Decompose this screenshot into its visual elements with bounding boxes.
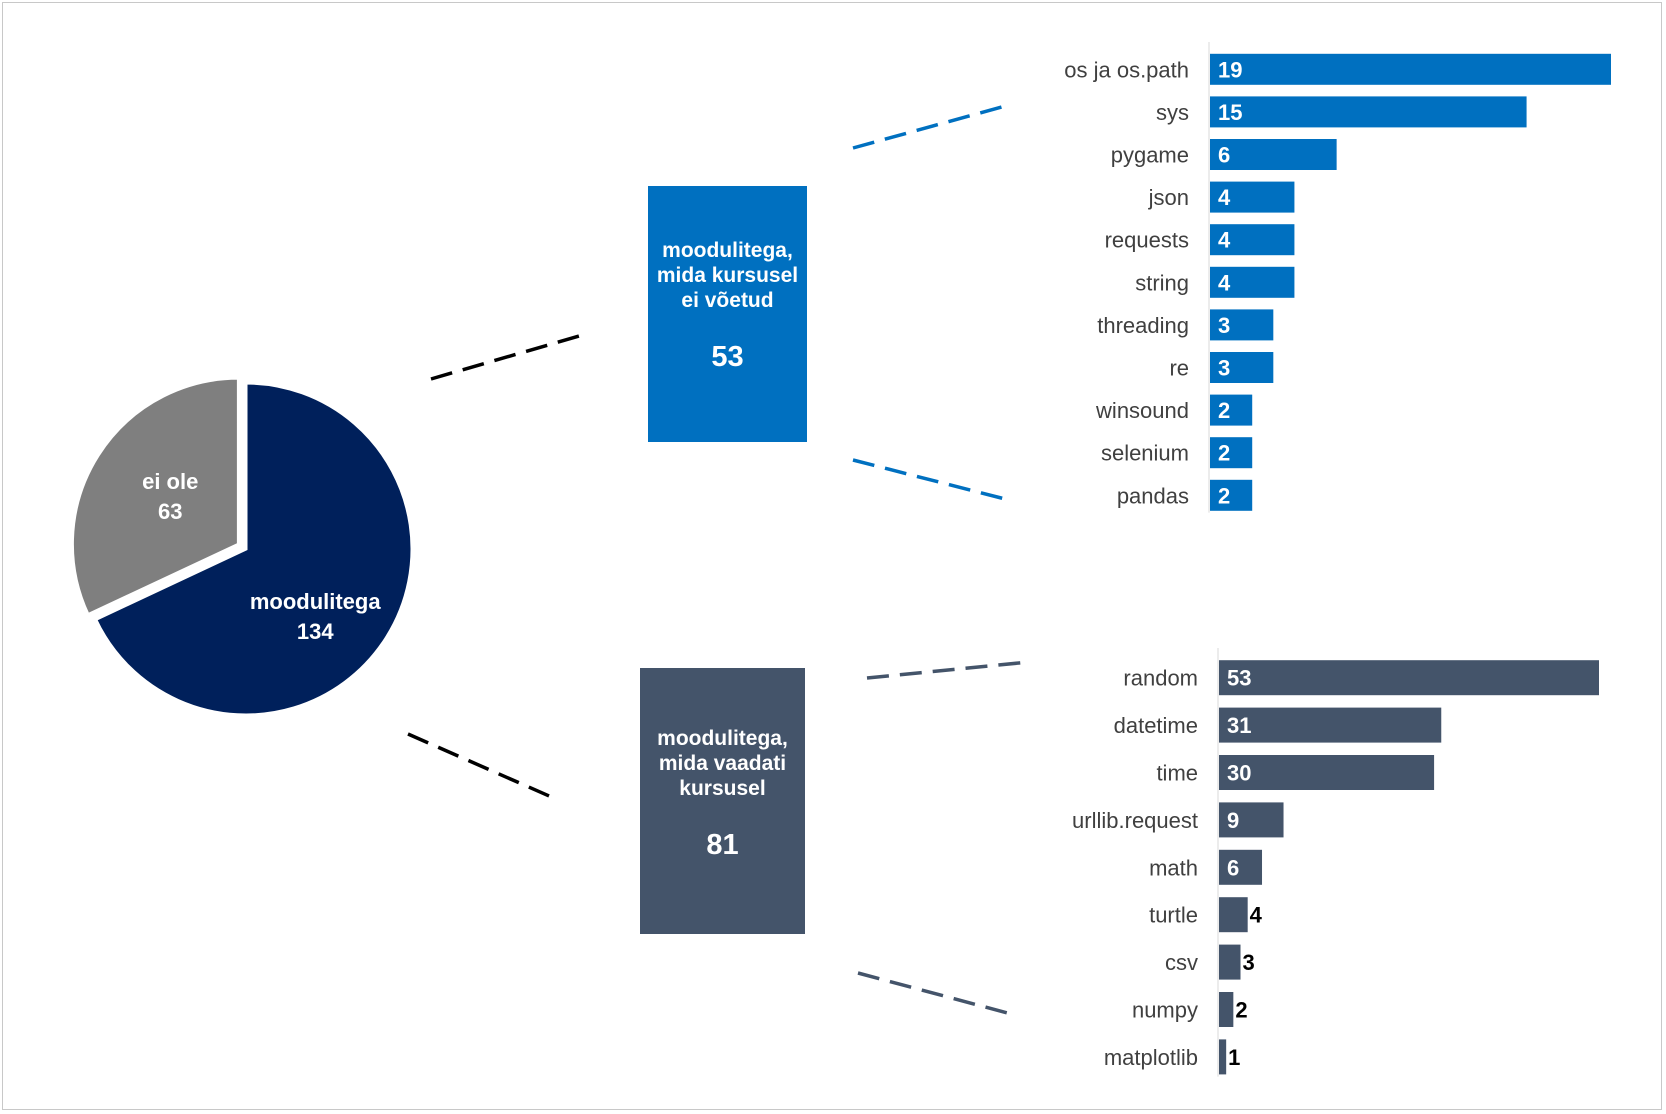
bar-bottom-bar-8: [1219, 1039, 1227, 1075]
connector-pie-top: [430, 332, 587, 381]
bar-top-value-10: 2: [1218, 483, 1230, 508]
bar-bottom-value-3: 9: [1227, 808, 1239, 833]
bar-bottom-value-4: 6: [1227, 855, 1239, 880]
pie-value-1: 63: [158, 499, 182, 524]
bar-top-value-4: 4: [1218, 228, 1231, 253]
pie-value-0: 134: [297, 619, 334, 644]
bar-bottom-value-7: 2: [1235, 998, 1247, 1023]
bar-bottom-category-4: math: [1149, 855, 1198, 880]
bar-bottom-bar-0: [1219, 660, 1599, 696]
group-box-covered-value: 81: [706, 829, 739, 861]
bar-top-value-5: 4: [1218, 270, 1231, 295]
bar-top-value-2: 6: [1218, 143, 1230, 168]
bar-top-value-0: 19: [1218, 57, 1242, 82]
bar-bottom-bar-1: [1219, 707, 1442, 743]
pie-slice-with-modules: [93, 381, 414, 717]
bar-top-category-0: os ja os.path: [1064, 57, 1189, 82]
bar-bottom-value-8: 1: [1228, 1045, 1240, 1070]
bar-bottom-bar-4: [1219, 849, 1263, 885]
bar-top-bar-0: [1210, 53, 1611, 85]
bar-bottom-value-6: 3: [1243, 950, 1255, 975]
connector-pie-bottom: [407, 732, 557, 801]
bar-top-value-6: 3: [1218, 313, 1230, 338]
group-box-covered: moodulitega, mida vaadati kursusel 81: [640, 668, 805, 934]
bar-bottom-category-0: random: [1123, 666, 1198, 691]
bar-bottom-bar-7: [1219, 992, 1234, 1027]
bar-top-category-3: json: [1148, 185, 1189, 210]
bar-bottom-value-0: 53: [1227, 666, 1251, 691]
bar-top-bar-2: [1210, 139, 1337, 170]
bar-bottom-bar-5: [1219, 897, 1248, 933]
bar-top-category-7: re: [1169, 356, 1189, 381]
bar-bottom-category-5: turtle: [1149, 903, 1198, 928]
bar-top-bar-9: [1210, 437, 1253, 469]
pie-label-1: ei ole: [142, 469, 198, 494]
bar-bottom-category-6: csv: [1165, 950, 1198, 975]
bar-top-value-1: 15: [1218, 100, 1242, 125]
bar-bottom-bar-2: [1219, 755, 1435, 790]
bar-bottom-category-8: matplotlib: [1104, 1045, 1198, 1070]
group-box-covered-label: moodulitega, mida vaadati kursusel: [657, 727, 788, 800]
group-box-not-covered-label: moodulitega, mida kursusel ei võetud: [656, 239, 799, 312]
bar-top-bar-10: [1210, 479, 1253, 511]
connector-box-bottom-upper: [866, 660, 1030, 680]
bar-bottom-category-2: time: [1156, 761, 1198, 786]
bar-top-value-7: 3: [1218, 356, 1230, 381]
bar-top-category-10: pandas: [1117, 483, 1189, 508]
pie-label-0: moodulitega: [250, 589, 382, 614]
connector-box-top-upper: [852, 103, 1010, 150]
bar-top-bar-6: [1210, 309, 1274, 341]
connector-box-bottom-lower: [857, 971, 1016, 1017]
pie-slice-without: [70, 376, 240, 617]
bar-top-bar-4: [1210, 224, 1295, 256]
bar-bottom-category-1: datetime: [1114, 713, 1198, 738]
bar-top-category-2: pygame: [1111, 143, 1189, 168]
bar-top-bar-7: [1210, 352, 1274, 383]
group-box-not-covered: moodulitega, mida kursusel ei võetud 53: [648, 186, 807, 442]
group-box-not-covered-value: 53: [711, 341, 744, 373]
bar-top-value-8: 2: [1218, 398, 1230, 423]
bar-bottom-value-2: 30: [1227, 761, 1251, 786]
bar-top-bar-1: [1210, 96, 1527, 128]
bar-top-category-6: threading: [1097, 313, 1189, 338]
bar-bottom-category-3: urllib.request: [1072, 808, 1198, 833]
bar-top-category-9: selenium: [1101, 441, 1189, 466]
bar-top-category-8: winsound: [1095, 398, 1189, 423]
bar-top-bar-3: [1210, 181, 1295, 213]
bar-bottom-bar-6: [1219, 944, 1241, 980]
bar-top-category-4: requests: [1105, 228, 1189, 253]
bar-top-bar-5: [1210, 266, 1295, 298]
bar-bottom-category-7: numpy: [1132, 998, 1198, 1023]
bar-top-value-3: 4: [1218, 185, 1231, 210]
bar-top-value-9: 2: [1218, 441, 1230, 466]
bar-top-category-1: sys: [1156, 100, 1189, 125]
bar-top-bar-8: [1210, 394, 1253, 426]
connector-box-top-lower: [852, 458, 1010, 502]
bar-bottom-value-5: 4: [1250, 903, 1263, 928]
bar-top-category-5: string: [1135, 270, 1189, 295]
bar-bottom-bar-3: [1219, 802, 1284, 838]
bar-bottom-value-1: 31: [1227, 713, 1251, 738]
